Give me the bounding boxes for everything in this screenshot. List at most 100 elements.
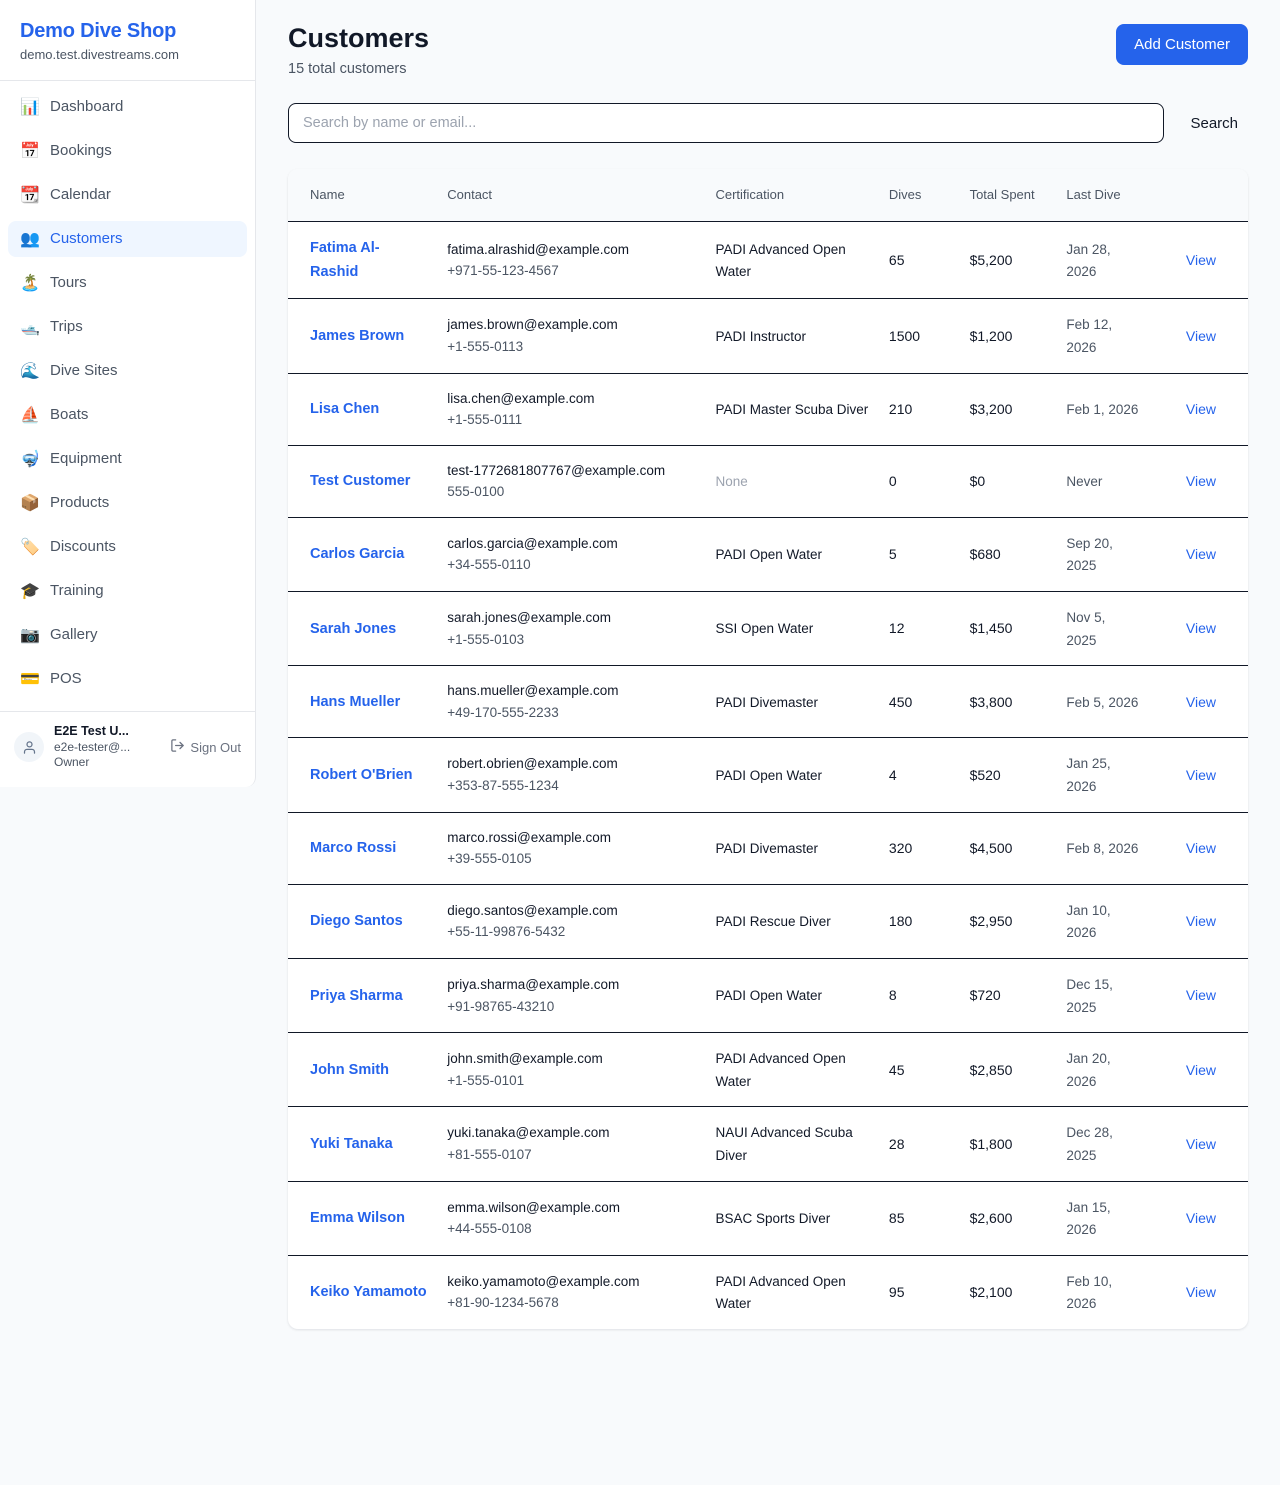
sidebar-item-boats[interactable]: ⛵ Boats xyxy=(8,397,247,433)
customer-name-link[interactable]: Hans Mueller xyxy=(310,693,401,710)
customer-email: priya.sharma@example.com xyxy=(447,977,620,992)
sidebar: Demo Dive Shop demo.test.divestreams.com… xyxy=(0,0,256,787)
last-dive-value: Jan 25, 2026 xyxy=(1066,756,1111,795)
table-head: Name Contact Certification Dives Total S… xyxy=(288,169,1248,222)
table-row: Diego Santos diego.santos@example.com +55-… xyxy=(288,884,1248,960)
table-row: Yuki Tanaka yuki.tanaka@example.com +81-55… xyxy=(288,1106,1248,1182)
view-button[interactable]: View xyxy=(1185,987,1216,1004)
view-button[interactable]: View xyxy=(1185,1135,1216,1152)
sidebar-item-dashboard[interactable]: 📊 Dashboard xyxy=(8,89,247,125)
cell-dives: 5 xyxy=(878,517,960,593)
view-button[interactable]: View xyxy=(1185,1209,1216,1226)
cell-dives: 95 xyxy=(879,1255,960,1329)
cell-actions: View xyxy=(1149,1032,1248,1108)
customer-phone: +49-170-555-2233 xyxy=(447,704,559,720)
cell-last-dive: Jan 28, 2026 xyxy=(1056,221,1150,300)
cell-last-dive: Sep 20, 2025 xyxy=(1056,517,1150,593)
customer-name-link[interactable]: Priya Sharma xyxy=(310,987,403,1004)
customer-email: diego.santos@example.com xyxy=(447,902,618,918)
cell-actions: View xyxy=(1149,517,1248,593)
sidebar-item-label: POS xyxy=(50,670,82,688)
sidebar-item-label: Dashboard xyxy=(50,98,124,116)
sidebar-item-equipment[interactable]: 🤿 Equipment xyxy=(8,441,247,477)
customer-name-link[interactable]: Sarah Jones xyxy=(310,620,397,637)
cell-name: Robert O'Brien xyxy=(288,737,438,813)
customer-email: emma.wilson@example.com xyxy=(447,1199,620,1215)
diving-mask-icon: 🤿 xyxy=(20,448,40,468)
cell-last-dive: Jan 25, 2026 xyxy=(1056,737,1150,813)
user-name: E2E Test U... xyxy=(54,723,129,738)
last-dive-value: Feb 10, 2026 xyxy=(1066,1273,1113,1312)
cell-total-spent: $1,800 xyxy=(959,1106,1057,1182)
customer-phone: +1-555-0101 xyxy=(447,1072,525,1088)
view-button[interactable]: View xyxy=(1185,913,1216,930)
search-input[interactable] xyxy=(288,103,1165,144)
sidebar-item-bookings[interactable]: 📅 Bookings xyxy=(8,133,247,169)
table-row: Hans Mueller hans.mueller@example.com +49-… xyxy=(288,665,1248,739)
sidebar-item-products[interactable]: 📦 Products xyxy=(8,485,247,521)
customer-name-link[interactable]: Robert O'Brien xyxy=(310,766,413,783)
user-footer: E2E Test U... e2e-tester@... Owner Sign … xyxy=(0,710,255,787)
column-header-actions xyxy=(1149,169,1248,222)
cell-certification: SSI Open Water xyxy=(705,591,879,667)
view-button[interactable]: View xyxy=(1185,546,1216,563)
customer-name-link[interactable]: Test Customer xyxy=(310,473,411,490)
total-spent-value: $2,950 xyxy=(969,913,1013,930)
view-button[interactable]: View xyxy=(1185,693,1216,710)
last-dive-value: Feb 12, 2026 xyxy=(1066,317,1113,355)
customer-name-link[interactable]: Keiko Yamamoto xyxy=(310,1284,427,1301)
cell-actions: View xyxy=(1149,812,1248,885)
certification-value: PADI Divemaster xyxy=(715,840,818,856)
view-button[interactable]: View xyxy=(1185,766,1216,783)
view-button[interactable]: View xyxy=(1185,840,1216,857)
cell-last-dive: Never xyxy=(1056,445,1150,518)
sidebar-item-training[interactable]: 🎓 Training xyxy=(8,573,247,609)
calendar-icon: 📆 xyxy=(20,184,40,204)
view-button[interactable]: View xyxy=(1185,400,1216,417)
add-customer-button[interactable]: Add Customer xyxy=(1116,24,1248,65)
sidebar-item-customers[interactable]: 👥 Customers xyxy=(8,220,247,257)
cell-dives: 320 xyxy=(878,812,960,885)
cell-certification: PADI Instructor xyxy=(705,298,879,374)
view-button[interactable]: View xyxy=(1185,473,1216,490)
view-button[interactable]: View xyxy=(1185,1061,1216,1078)
sidebar-item-tours[interactable]: 🏝️ Tours xyxy=(8,265,247,301)
cell-last-dive: Jan 20, 2026 xyxy=(1056,1032,1150,1108)
sidebar-item-pos[interactable]: 💳 POS xyxy=(8,661,247,697)
cell-dives: 210 xyxy=(878,373,960,446)
brand-title: Demo Dive Shop xyxy=(20,20,177,42)
cell-dives: 85 xyxy=(878,1181,960,1256)
sidebar-item-gallery[interactable]: 📷 Gallery xyxy=(8,617,247,653)
table-row: Fatima Al-Rashid fatima.alrashid@example.… xyxy=(288,221,1248,300)
sidebar-item-trips[interactable]: 🛥️ Trips xyxy=(8,309,247,345)
customer-name-link[interactable]: Marco Rossi xyxy=(310,840,397,857)
sidebar-item-label: Trips xyxy=(50,318,83,336)
view-button[interactable]: View xyxy=(1185,620,1216,637)
search-button[interactable]: Search xyxy=(1180,109,1248,138)
customer-name-link[interactable]: James Brown xyxy=(310,327,405,344)
customer-name-link[interactable]: Yuki Tanaka xyxy=(310,1135,393,1152)
cell-actions: View xyxy=(1149,884,1248,960)
customer-name-link[interactable]: Fatima Al-Rashid xyxy=(310,239,380,281)
sign-out-label: Sign Out xyxy=(190,739,241,755)
cell-total-spent: $2,600 xyxy=(959,1181,1057,1256)
sidebar-item-calendar[interactable]: 📆 Calendar xyxy=(8,177,247,213)
customer-email: lisa.chen@example.com xyxy=(447,390,595,406)
cell-total-spent: $1,450 xyxy=(959,591,1057,667)
sidebar-item-dive-sites[interactable]: 🌊 Dive Sites xyxy=(8,353,247,389)
customer-name-link[interactable]: Emma Wilson xyxy=(310,1210,405,1227)
view-button[interactable]: View xyxy=(1185,327,1216,344)
customer-name-link[interactable]: Lisa Chen xyxy=(310,401,380,417)
customers-table: Name Contact Certification Dives Total S… xyxy=(288,169,1248,1329)
customer-name-link[interactable]: Carlos Garcia xyxy=(310,546,405,563)
customer-name-link[interactable]: John Smith xyxy=(310,1061,389,1078)
cell-contact: keiko.yamamoto@example.com +81-90-1234-56… xyxy=(437,1255,705,1329)
sidebar-item-discounts[interactable]: 🏷️ Discounts xyxy=(8,529,247,565)
sign-out-button[interactable]: Sign Out xyxy=(170,738,241,756)
view-button[interactable]: View xyxy=(1185,251,1216,268)
view-button[interactable]: View xyxy=(1185,1284,1216,1301)
user-meta: E2E Test U... e2e-tester@... Owner xyxy=(54,724,160,771)
customer-name-link[interactable]: Diego Santos xyxy=(310,913,403,930)
total-spent-value: $5,200 xyxy=(969,251,1013,268)
customer-phone: +91-98765-43210 xyxy=(447,998,555,1014)
